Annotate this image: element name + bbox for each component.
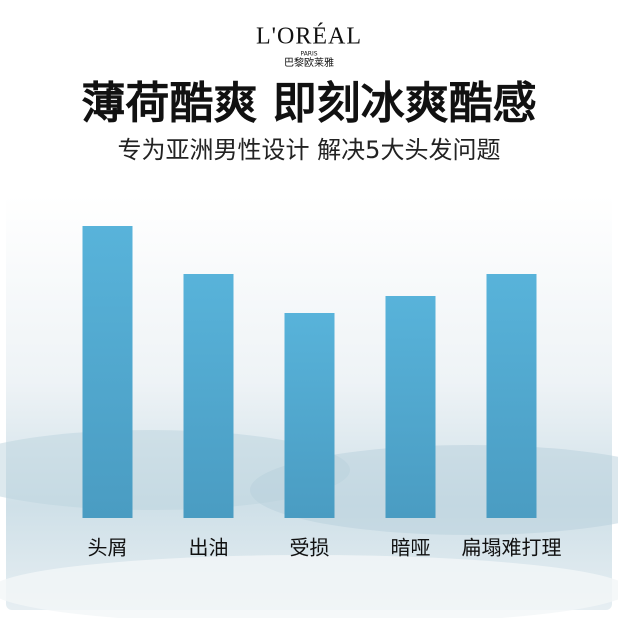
bar: [486, 274, 537, 518]
x-tick-label: 头屑: [88, 536, 128, 560]
brand-cn: 巴黎欧莱雅: [284, 56, 334, 69]
x-tick-label: 出油: [189, 536, 229, 560]
bar: [284, 313, 335, 518]
brand-logo: L'ORÉAL: [256, 24, 362, 50]
x-tick-label: 受损: [290, 536, 330, 560]
title: 薄荷酷爽 即刻冰爽酷感: [81, 78, 536, 129]
bar: [183, 274, 234, 518]
brand-sub: PARIS: [300, 51, 317, 58]
bar: [82, 226, 133, 518]
subtitle: 专为亚洲男性设计 解决5大头发问题: [118, 136, 501, 164]
foam: [0, 555, 618, 618]
x-tick-label: 扁塌难打理: [462, 536, 562, 560]
x-tick-label: 暗哑: [391, 536, 431, 560]
bar: [385, 296, 436, 518]
